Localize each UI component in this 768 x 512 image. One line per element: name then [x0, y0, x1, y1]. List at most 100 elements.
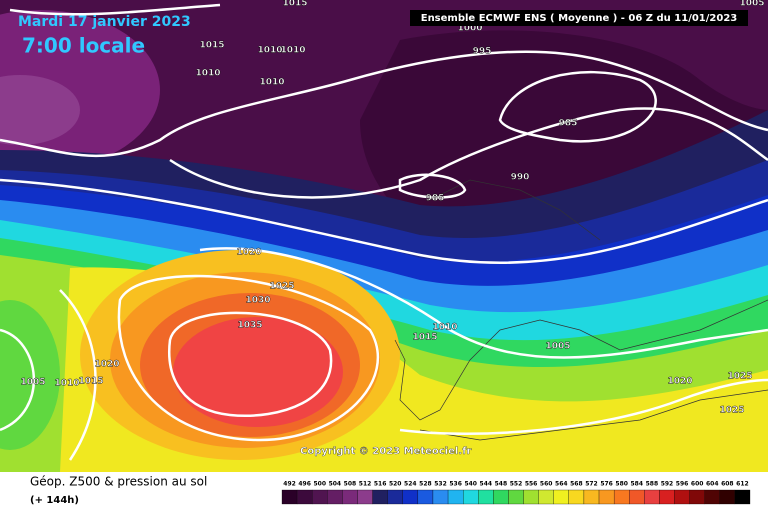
isobar-label: 1005	[20, 378, 45, 388]
isobar-label: 1010	[432, 323, 457, 333]
legend-label: 520	[389, 481, 402, 488]
legend-label: 588	[646, 481, 659, 488]
legend-label: 592	[661, 481, 674, 488]
legend-swatch	[281, 489, 298, 505]
isobar	[0, 50, 768, 157]
isobar-label: 1015	[199, 41, 224, 51]
isobar	[0, 178, 768, 264]
legend-label: 600	[691, 481, 704, 488]
isobar	[168, 311, 333, 417]
legend-label: 564	[555, 481, 568, 488]
legend-swatch	[372, 489, 388, 505]
coastline	[394, 299, 768, 421]
legend-swatch	[327, 489, 343, 505]
isobar-label: 1015	[282, 0, 307, 9]
legend-swatch	[402, 489, 419, 505]
isobar-label: 1025	[269, 282, 294, 292]
isobar	[117, 274, 380, 442]
legend-label: 496	[298, 481, 311, 488]
isobar-label: 1005	[739, 0, 764, 9]
isobar-label: 1035	[237, 321, 262, 331]
isobar	[399, 378, 768, 435]
legend-label: 492	[283, 481, 296, 488]
isobar	[398, 173, 467, 199]
coastline	[419, 389, 768, 441]
isobar-label: 1020	[94, 360, 119, 370]
legend-swatch	[357, 489, 373, 505]
legend-swatch	[387, 489, 403, 505]
legend-label: 560	[540, 481, 553, 488]
footer-title: Géop. Z500 & pression au sol	[30, 475, 207, 489]
legend-label: 508	[344, 481, 357, 488]
coastline	[429, 179, 601, 241]
isobar-label: 1015	[412, 333, 437, 343]
legend-swatch	[629, 489, 645, 505]
isobar	[199, 247, 768, 359]
legend-swatch	[523, 489, 539, 505]
isobar-label: 985	[559, 119, 578, 129]
isobar-label: 1000	[457, 24, 482, 34]
legend-label: 568	[570, 481, 583, 488]
legend-label: 548	[495, 481, 508, 488]
legend-swatch	[568, 489, 585, 505]
footer-lead: (+ 144h)	[30, 495, 79, 506]
legend-swatch	[689, 489, 705, 505]
run-info: Ensemble ECMWF ENS ( Moyenne ) - 06 Z du…	[421, 13, 738, 24]
legend-label: 528	[419, 481, 432, 488]
legend-swatch	[493, 489, 509, 505]
isobar-label: 1020	[236, 248, 261, 258]
height-area	[173, 317, 343, 427]
legend-label: 540	[464, 481, 477, 488]
isobar-label: 1005	[545, 342, 570, 352]
isobar-label: 1025	[727, 372, 752, 382]
legend-label: 604	[706, 481, 719, 488]
isobar	[9, 3, 221, 16]
legend-label: 524	[404, 481, 417, 488]
isobar-label: 1010	[280, 46, 305, 56]
legend-label: 516	[374, 481, 387, 488]
legend-label: 500	[313, 481, 326, 488]
legend-swatch	[719, 489, 736, 505]
legend-swatch	[432, 489, 449, 505]
legend-swatch	[598, 489, 615, 505]
date: Mardi 17 janvier 2023	[18, 14, 191, 30]
legend-label: 556	[525, 481, 538, 488]
isobar-label: 985	[426, 194, 445, 204]
isobar-label: 990	[511, 173, 530, 183]
isobar-label: 995	[473, 47, 492, 57]
legend-swatch	[644, 489, 660, 505]
isobar-label: 1020	[667, 377, 692, 387]
isobar	[59, 289, 97, 461]
isobars	[0, 3, 768, 461]
isobar-label: 1010	[195, 69, 220, 79]
height-area	[0, 75, 80, 145]
isobar	[498, 70, 657, 143]
legend-swatch	[704, 489, 720, 505]
legend-label: 504	[329, 481, 342, 488]
legend-swatch	[659, 489, 675, 505]
isobar-label: 1010	[54, 379, 79, 389]
legend-label: 536	[449, 481, 462, 488]
legend-swatch	[674, 489, 690, 505]
isobar-label: 1010	[259, 78, 284, 88]
legend-swatch	[417, 489, 434, 505]
legend-label: 596	[676, 481, 689, 488]
legend-swatch	[312, 489, 328, 505]
legend-swatch	[463, 489, 479, 505]
legend-swatch	[447, 489, 464, 505]
isobar	[169, 107, 768, 199]
run-banner	[410, 10, 748, 26]
isobar-label: 1015	[78, 377, 103, 387]
legend-label: 512	[359, 481, 372, 488]
legend-label: 584	[631, 481, 644, 488]
legend-swatch	[342, 489, 358, 505]
legend-swatch	[508, 489, 524, 505]
local-time: 7:00 locale	[22, 34, 145, 58]
copyright: Copyright © 2023 Meteociel.fr	[300, 446, 471, 457]
legend-label: 552	[510, 481, 523, 488]
legend-label: 532	[434, 481, 447, 488]
legend-label: 580	[615, 481, 628, 488]
isobar-label: 1010	[257, 46, 282, 56]
